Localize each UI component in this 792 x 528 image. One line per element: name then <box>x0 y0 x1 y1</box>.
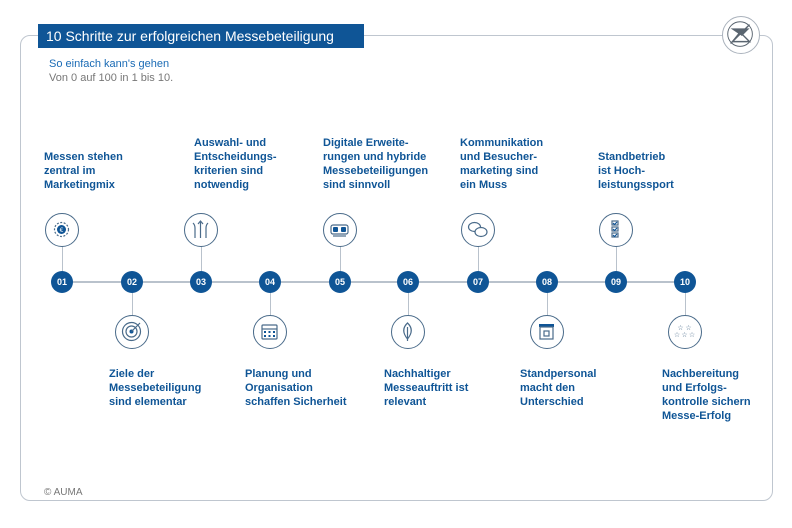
connector <box>340 246 341 282</box>
connector <box>62 246 63 282</box>
step-number: 08 <box>536 271 558 293</box>
page-title: 10 Schritte zur erfolgreichen Messebetei… <box>38 24 364 48</box>
booth-icon <box>530 315 564 349</box>
subtitle: So einfach kann's gehen <box>49 58 170 70</box>
step-label: Digitale Erweite- rungen und hybride Mes… <box>323 137 429 191</box>
step-number: 07 <box>467 271 489 293</box>
speech-bubbles-icon <box>461 213 495 247</box>
checklist-icon <box>599 213 633 247</box>
svg-text:☆: ☆ <box>674 331 680 339</box>
svg-text:☆: ☆ <box>685 324 691 332</box>
step-number: 06 <box>397 271 419 293</box>
connector <box>478 246 479 282</box>
connector <box>616 246 617 282</box>
timeline-line <box>62 281 688 283</box>
step-number: 04 <box>259 271 281 293</box>
svg-text:€: € <box>60 227 64 234</box>
target-icon <box>115 315 149 349</box>
step-number: 02 <box>121 271 143 293</box>
svg-text:☆: ☆ <box>689 331 695 339</box>
decision-arrows-icon <box>184 213 218 247</box>
leaf-icon <box>391 315 425 349</box>
step-label: Nachhaltiger Messeauftritt ist relevant <box>384 368 469 408</box>
step-label: Ziele der Messebeteiligung sind elementa… <box>109 368 202 408</box>
connector <box>201 246 202 282</box>
step-label: Standbetrieb ist Hoch- leistungssport <box>598 151 674 191</box>
connector <box>132 282 133 318</box>
step-number: 05 <box>329 271 351 293</box>
step-label: Kommunikation und Besucher- marketing si… <box>460 137 544 191</box>
svg-text:☆: ☆ <box>681 331 687 339</box>
step-label: Nachbereitung und Erfolgs- kontrolle sic… <box>662 368 751 422</box>
step-number: 01 <box>51 271 73 293</box>
step-label: Planung und Organisation schaffen Sicher… <box>245 368 347 408</box>
step-number: 09 <box>605 271 627 293</box>
auma-logo-icon <box>722 16 760 54</box>
euro-gear-icon: € <box>45 213 79 247</box>
step-label: Auswahl- und Entscheidungs- kriterien si… <box>194 137 277 191</box>
svg-text:☆: ☆ <box>677 324 683 332</box>
step-number: 03 <box>190 271 212 293</box>
subtitle-secondary: Von 0 auf 100 in 1 bis 10. <box>49 72 174 84</box>
connector <box>685 282 686 318</box>
step-label: Messen stehen zentral im Marketingmix <box>44 151 123 191</box>
connector <box>408 282 409 318</box>
stars-icon: ☆ ☆ ☆ ☆ ☆ <box>668 315 702 349</box>
copyright: © AUMA <box>44 487 83 498</box>
calendar-icon <box>253 315 287 349</box>
connector <box>547 282 548 318</box>
connector <box>270 282 271 318</box>
vr-glasses-icon <box>323 213 357 247</box>
step-label: Standpersonal macht den Unterschied <box>520 368 597 408</box>
step-number: 10 <box>674 271 696 293</box>
content-frame <box>20 35 773 501</box>
